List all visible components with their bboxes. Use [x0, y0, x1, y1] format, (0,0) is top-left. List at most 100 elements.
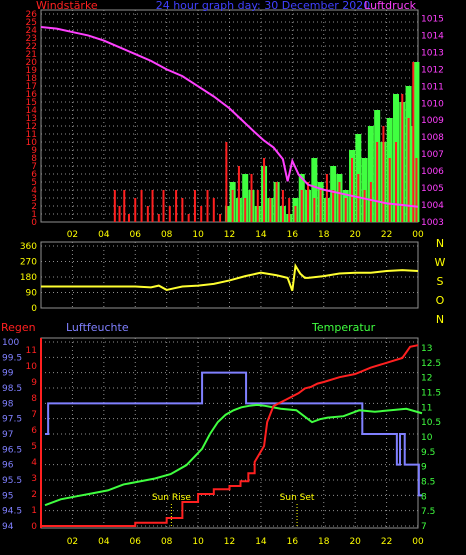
- direction-panel-grid: [41, 242, 419, 309]
- direction-tick: 90: [26, 289, 38, 299]
- wind-bar: [123, 190, 126, 222]
- gust-bar: [413, 62, 420, 222]
- wind-bar: [300, 190, 303, 222]
- wind-bar: [225, 142, 228, 222]
- wind-speed-tick: 18: [26, 74, 38, 84]
- climate-panel-time-ticks: 02 04 06 08 10 12 14 16 18 20 22 00: [67, 537, 424, 547]
- wind-bar: [157, 214, 160, 222]
- wind-bar: [113, 190, 116, 222]
- rain-tick: 6: [31, 426, 37, 436]
- pressure-ticks: 1003 1004 1005 1006 1007 1008 1009 1010 1011 1012…: [421, 14, 444, 228]
- pressure-tick: 1004: [421, 201, 444, 211]
- compass-label: W: [435, 256, 446, 269]
- humidity-tick: 97: [2, 430, 13, 440]
- wind-speed-tick: 26: [26, 10, 38, 20]
- humidity-tick: 99.5: [2, 353, 22, 363]
- wind-bar: [307, 182, 310, 222]
- wind-speed-tick: 11: [26, 130, 37, 140]
- wind-bar: [146, 206, 149, 222]
- wind-speed-tick: 4: [31, 186, 37, 196]
- rain-tick: 0: [31, 522, 37, 532]
- temperature-line: [44, 403, 423, 507]
- wind-bar: [325, 174, 328, 222]
- wind-speed-ticks: 0123456789101112131415161718192021222324…: [26, 10, 38, 228]
- wind-speed-tick: 9: [31, 146, 37, 156]
- wind-direction-line: [41, 262, 419, 292]
- compass-label: O: [436, 294, 445, 307]
- wind-speed-tick: 5: [31, 178, 37, 188]
- temperature-tick: 12: [421, 374, 432, 384]
- climate-time-tick: 06: [130, 537, 142, 547]
- humidity-ticks: 94 94.5 95 95.5 96 96.5 97 97.5 98 98.5 99 99.5 100: [2, 338, 22, 532]
- temperature-tick: 8: [421, 492, 427, 502]
- pressure-tick: 1010: [421, 99, 444, 109]
- wind-speed-tick: 16: [26, 90, 38, 100]
- wind-speed-tick: 22: [26, 42, 37, 52]
- wind-time-tick: 22: [381, 230, 392, 240]
- wind-speed-tick: 2: [31, 202, 37, 212]
- wind-time-tick: 12: [224, 230, 235, 240]
- wind-bar: [206, 190, 209, 222]
- wind-bar: [118, 206, 121, 222]
- humidity-tick: 99: [2, 369, 14, 379]
- rain-tick: 3: [31, 474, 37, 484]
- climate-time-tick: 00: [412, 537, 424, 547]
- pressure-tick: 1008: [421, 133, 444, 143]
- climate-time-tick: 18: [318, 537, 330, 547]
- pressure-tick: 1006: [421, 167, 444, 177]
- climate-time-tick: 08: [161, 537, 173, 547]
- wind-bar: [250, 174, 253, 222]
- wind-bar: [351, 158, 354, 222]
- humidity-tick: 96.5: [2, 445, 22, 455]
- wind-speed-tick: 23: [26, 34, 37, 44]
- compass-label: N: [436, 313, 444, 326]
- wind-speed-tick: 3: [31, 194, 37, 204]
- wind-bar: [376, 142, 379, 222]
- wind-time-tick: 18: [318, 230, 330, 240]
- climate-time-tick: 16: [287, 537, 299, 547]
- wind-time-tick: 06: [130, 230, 142, 240]
- rain-ticks: 0 1 2 3 4 5 6 7 8 9 10 11: [26, 346, 38, 532]
- wind-bar: [212, 198, 215, 222]
- wind-bar: [187, 214, 190, 222]
- wind-speed-tick: 14: [26, 106, 38, 116]
- compass-label: N: [436, 237, 444, 250]
- direction-tick: 180: [20, 273, 37, 283]
- pressure-axis-title: Luftdruck: [364, 0, 416, 12]
- wind-bar: [134, 198, 137, 222]
- pressure-tick: 1012: [421, 65, 444, 75]
- rain-tick: 7: [31, 410, 37, 420]
- temperature-tick: 9: [421, 463, 427, 473]
- wind-bar: [151, 190, 154, 222]
- humidity-temperature-rain-panel: Sun Rise Sun Set 9494.59595.59696.59797.5…: [1, 321, 441, 547]
- wind-bar: [275, 182, 278, 222]
- pressure-tick: 1015: [421, 14, 444, 24]
- climate-time-tick: 12: [224, 537, 235, 547]
- wind-speed-tick: 21: [26, 50, 37, 60]
- wind-bar: [127, 214, 130, 222]
- wind-time-tick: 00: [412, 230, 424, 240]
- temperature-tick: 8.5: [421, 477, 435, 487]
- climate-time-tick: 10: [192, 537, 204, 547]
- direction-tick: 0: [31, 304, 37, 314]
- humidity-axis-title: Luftfeuchte: [66, 321, 129, 334]
- wind-bar: [401, 94, 404, 222]
- pressure-tick: 1009: [421, 116, 444, 126]
- wind-bar: [313, 198, 316, 222]
- wind-bar: [219, 214, 222, 222]
- temperature-tick: 11: [421, 403, 432, 413]
- wind-time-tick: 14: [255, 230, 267, 240]
- wind-bar: [294, 206, 297, 222]
- wind-time-tick: 04: [98, 230, 110, 240]
- wind-bar: [395, 142, 398, 222]
- climate-time-tick: 14: [255, 537, 267, 547]
- rain-tick: 10: [26, 362, 38, 372]
- wind-speed-tick: 13: [26, 114, 37, 124]
- humidity-tick: 96: [2, 461, 14, 471]
- pressure-tick: 1014: [421, 31, 444, 41]
- climate-time-tick: 22: [381, 537, 392, 547]
- rain-tick: 11: [26, 346, 37, 356]
- wind-bar: [288, 198, 291, 222]
- wind-bar: [369, 182, 372, 222]
